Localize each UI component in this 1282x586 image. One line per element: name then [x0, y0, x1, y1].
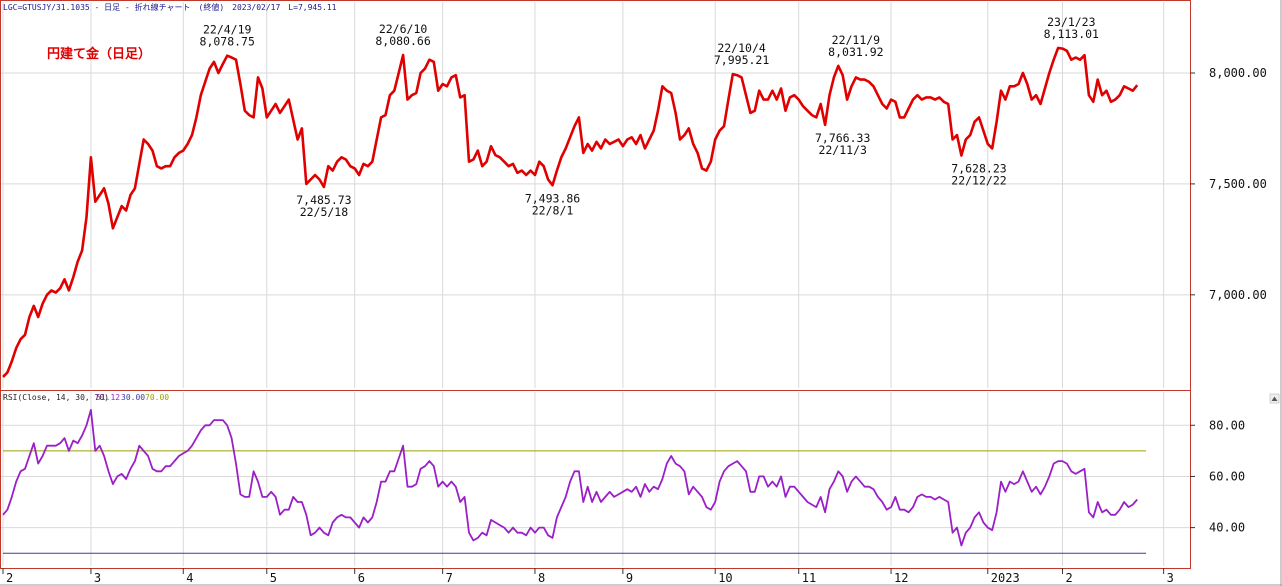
annotation-line2: 22/11/3	[818, 143, 867, 157]
annotation-line2: 8,080.66	[375, 34, 430, 48]
price-tick-label: 8,000.00	[1209, 66, 1267, 80]
x-tick-label: 12	[894, 571, 908, 585]
price-series	[2, 46, 1139, 378]
x-tick-label: 10	[718, 571, 732, 585]
chevron-up-icon	[1271, 396, 1278, 401]
annotation-line2: 22/12/22	[951, 173, 1006, 187]
annotation-line1: 23/1/23	[1047, 15, 1096, 29]
rsi-series	[2, 408, 1138, 547]
rsi-tick-label: 40.00	[1209, 521, 1245, 535]
rsi-label: RSI(Close, 14, 30, 70)	[3, 393, 109, 402]
rsi-line	[2, 408, 1138, 547]
x-axis-ticks: 2 3 4 5 6 7 8 9 10 11 12 2023 2 3	[2, 568, 1174, 585]
x-tick-label: 4	[186, 571, 193, 585]
x-tick-label: 2	[1066, 571, 1073, 585]
price-annotations: 22/4/198,078.757,485.7322/5/1822/6/108,0…	[200, 15, 1100, 219]
price-panel-frame	[0, 0, 1191, 391]
price-line	[2, 46, 1139, 378]
x-tick-label: 6	[358, 571, 365, 585]
symbol-header: LGC=GTUSJY/31.1035 - 日足 - 折れ線チャート (終値) 2…	[3, 2, 337, 12]
rsi-panel-frame	[0, 390, 1191, 569]
rsi-tick-label: 80.00	[1209, 418, 1245, 432]
y-axis-ticks: 8,000.00 7,500.00 7,000.00 80.00 60.00 40.00	[1190, 66, 1267, 535]
x-tick-label: 7	[446, 571, 453, 585]
x-tick-label: 2	[6, 571, 13, 585]
rsi-upper-value: 70.00	[145, 393, 169, 402]
annotation-line2: 8,078.75	[200, 35, 255, 49]
x-tick-label: 8	[538, 571, 545, 585]
rsi-tick-label: 60.00	[1209, 469, 1245, 483]
x-tick-label: 5	[270, 571, 277, 585]
annotation-line1: 7,628.23	[951, 161, 1006, 175]
annotation-line2: 8,113.01	[1044, 27, 1099, 41]
rsi-lower-value: 30.00	[121, 393, 145, 402]
price-tick-label: 7,000.00	[1209, 288, 1267, 302]
annotation-line1: 7,493.86	[525, 191, 580, 205]
x-tick-label: 3	[94, 571, 101, 585]
chart-title: 円建て金（日足）	[47, 46, 151, 62]
rsi-reference-lines	[3, 450, 1147, 554]
annotation-line1: 22/11/9	[832, 33, 881, 47]
annotation-line2: 22/8/1	[532, 203, 574, 217]
scroll-up-button[interactable]	[1269, 393, 1280, 404]
annotation-line1: 22/6/10	[379, 22, 428, 36]
price-tick-label: 7,500.00	[1209, 177, 1267, 191]
annotation-line2: 8,031.92	[828, 45, 883, 59]
annotation-line1: 7,485.73	[296, 193, 351, 207]
annotation-line2: 22/5/18	[300, 205, 349, 219]
annotation-line1: 22/10/4	[717, 41, 766, 55]
rsi-header: RSI(Close, 14, 30, 70) 51.12 30.00 70.00	[3, 393, 169, 402]
x-tick-label: 9	[626, 571, 633, 585]
annotation-line1: 7,766.33	[815, 131, 870, 145]
grid-lines	[0, 2, 1190, 566]
annotation-line1: 22/4/19	[203, 23, 252, 37]
annotation-line2: 7,995.21	[714, 53, 769, 67]
rsi-current-value: 51.12	[96, 393, 120, 402]
x-tick-label: 3	[1167, 571, 1174, 585]
x-tick-label: 11	[802, 571, 816, 585]
x-tick-label: 2023	[991, 571, 1020, 585]
